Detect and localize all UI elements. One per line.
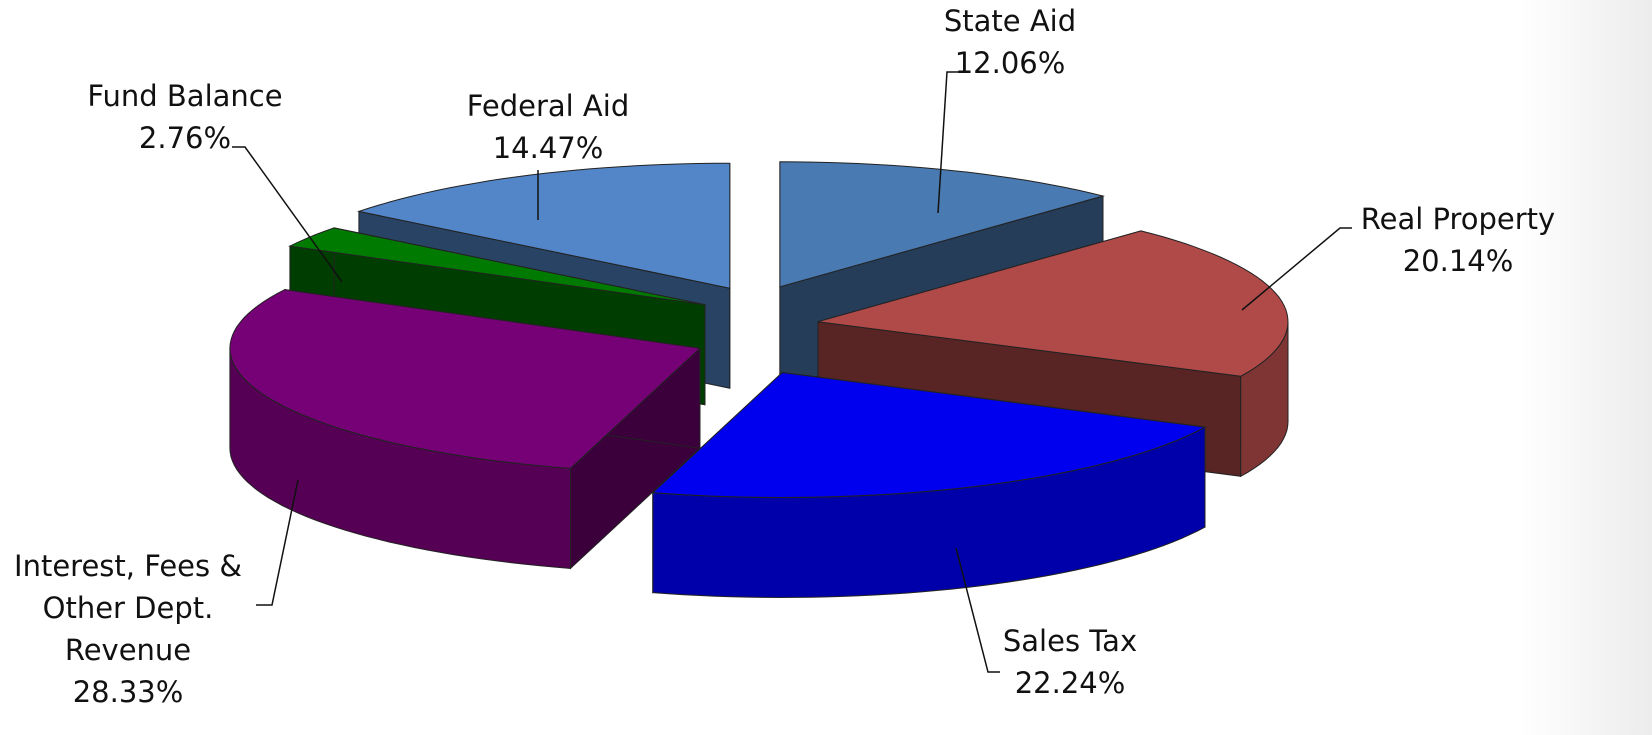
value-label: 14.47%: [492, 131, 604, 165]
leader-line: [256, 479, 299, 606]
leader-line: [955, 547, 1000, 673]
category-label: Interest, Fees & Other Dept. Revenue: [14, 549, 242, 667]
slice-label: Fund Balance 2.76%: [35, 75, 335, 159]
slice: [229, 289, 702, 469]
category-label: Sales Tax: [1002, 624, 1138, 658]
value-label: 12.06%: [954, 46, 1066, 80]
value-label: 22.24%: [1014, 666, 1126, 700]
slice: [817, 230, 1289, 377]
value-label: 28.33%: [72, 675, 184, 709]
leader-line: [1241, 227, 1352, 311]
leader-line: [937, 71, 960, 214]
category-label: State Aid: [943, 4, 1077, 38]
slice-label: Interest, Fees & Other Dept. Revenue 28.3…: [0, 545, 271, 713]
slice: [356, 162, 731, 289]
slice-label: Federal Aid 14.47%: [398, 85, 698, 169]
leader-line: [232, 146, 343, 283]
slice-label: State Aid 12.06%: [860, 0, 1160, 84]
category-label: Fund Balance: [87, 79, 283, 113]
category-label: Federal Aid: [466, 89, 630, 123]
value-label: 2.76%: [138, 121, 232, 155]
slice: [779, 161, 1105, 288]
category-label: Real Property: [1360, 202, 1556, 236]
value-label: 20.14%: [1402, 244, 1514, 278]
slice: [288, 227, 706, 306]
slice-label: Real Property 20.14%: [1308, 198, 1608, 282]
slice-label: Sales Tax 22.24%: [920, 620, 1220, 704]
slice: [651, 371, 1207, 499]
